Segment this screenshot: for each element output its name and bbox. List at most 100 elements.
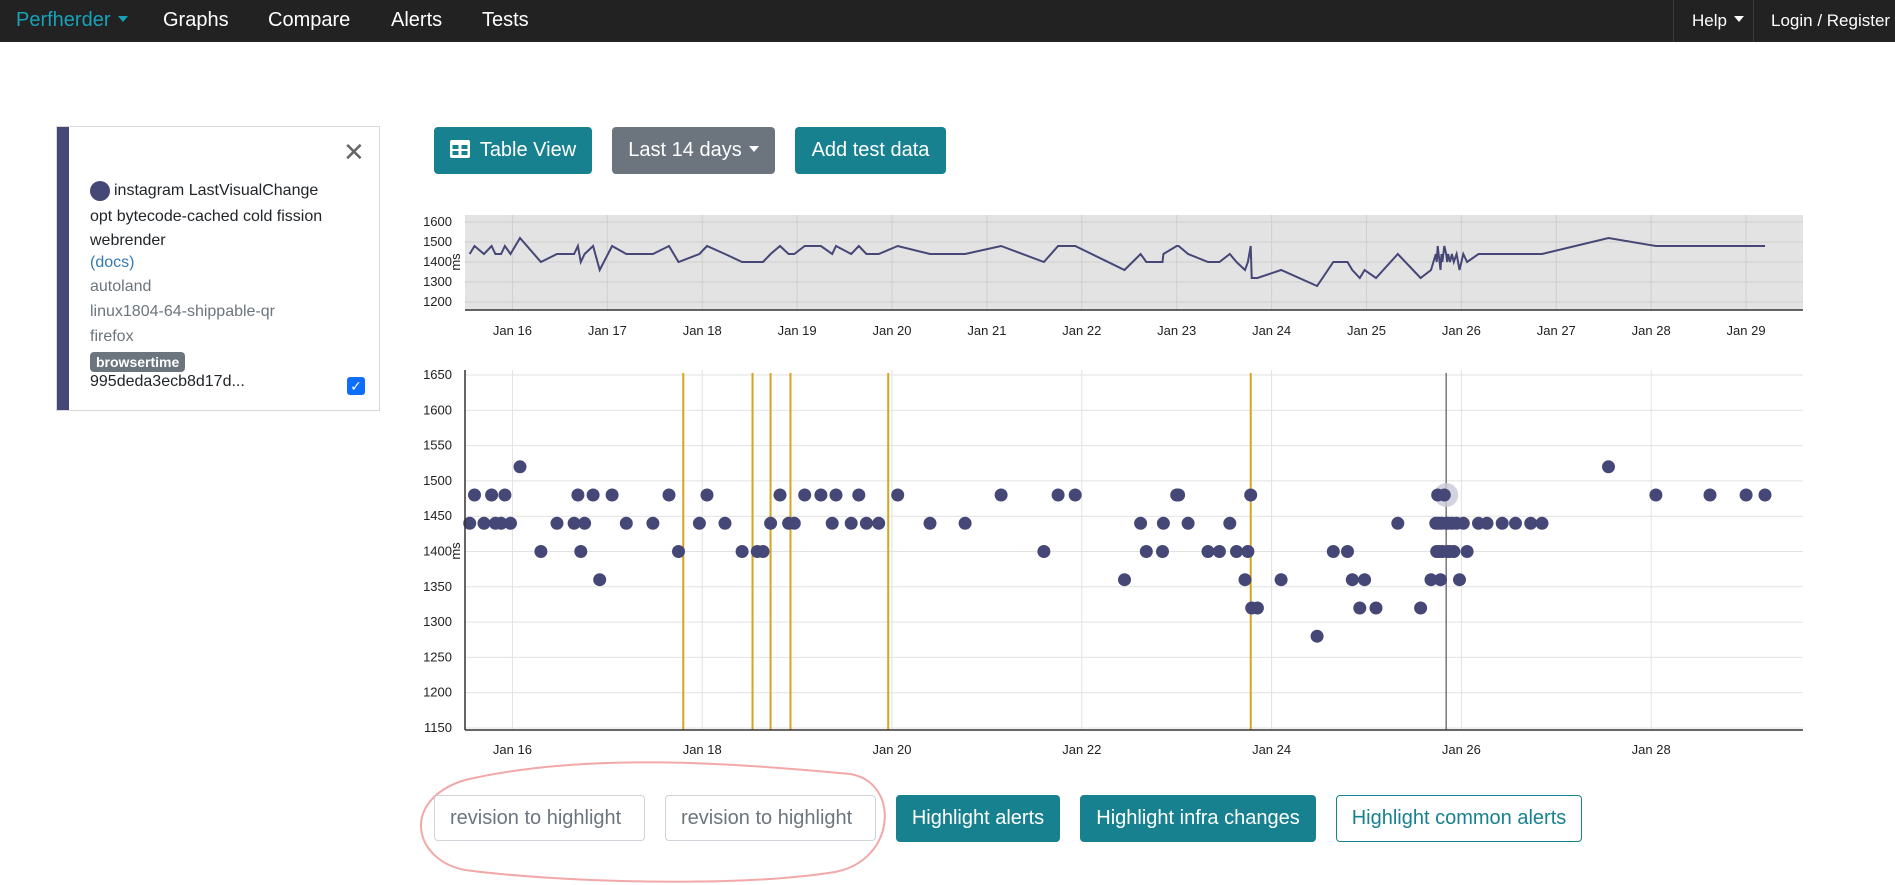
login-register-link[interactable]: Login / Register: [1771, 11, 1891, 30]
data-point[interactable]: [1172, 488, 1186, 502]
data-point[interactable]: [735, 545, 749, 558]
data-point[interactable]: [513, 460, 527, 474]
data-point[interactable]: [1535, 516, 1549, 530]
data-point[interactable]: [1456, 516, 1470, 530]
data-point[interactable]: [586, 488, 600, 502]
data-point[interactable]: [578, 516, 592, 530]
data-point[interactable]: [477, 516, 491, 530]
data-point[interactable]: [844, 516, 858, 530]
data-point[interactable]: [1326, 545, 1340, 558]
data-point[interactable]: [1345, 573, 1359, 587]
data-point[interactable]: [1139, 545, 1153, 558]
data-point[interactable]: [1250, 601, 1264, 615]
data-point[interactable]: [504, 516, 517, 530]
data-point[interactable]: [814, 488, 828, 502]
nav-link-graphs[interactable]: Graphs: [163, 9, 229, 31]
data-point[interactable]: [923, 516, 937, 530]
data-point[interactable]: [994, 488, 1008, 502]
data-point[interactable]: [593, 573, 607, 587]
data-point[interactable]: [756, 545, 770, 558]
data-point[interactable]: [1649, 488, 1663, 502]
main-scatter-chart[interactable]: 1650 1600 1550 1500 1450 1400 1350 1300 1250 1200…: [415, 365, 1825, 765]
data-point[interactable]: [662, 488, 676, 502]
data-point[interactable]: [1424, 573, 1438, 587]
data-point[interactable]: [1391, 516, 1405, 530]
data-point[interactable]: [1414, 601, 1428, 615]
series-test-name[interactable]: instagram LastVisualChange: [114, 182, 319, 199]
data-point[interactable]: [1434, 573, 1447, 587]
series-visible-checkbox[interactable]: ✓: [347, 377, 365, 395]
close-icon[interactable]: ✕: [343, 137, 365, 167]
data-point[interactable]: [567, 516, 581, 530]
data-point[interactable]: [574, 545, 588, 558]
data-point[interactable]: [605, 488, 619, 502]
data-point[interactable]: [1758, 488, 1772, 502]
data-point[interactable]: [1480, 516, 1494, 530]
series-revision[interactable]: 995deda3ecb8d17d...: [90, 373, 245, 390]
data-point[interactable]: [852, 488, 866, 502]
data-point[interactable]: [1310, 629, 1324, 643]
series-color-dot[interactable]: [90, 181, 110, 201]
data-point[interactable]: [468, 488, 481, 502]
data-point[interactable]: [1509, 516, 1522, 530]
data-point[interactable]: [1274, 573, 1288, 587]
data-point[interactable]: [1156, 516, 1170, 530]
data-point[interactable]: [692, 516, 706, 530]
data-point[interactable]: [718, 516, 732, 530]
data-point[interactable]: [872, 516, 886, 530]
data-point[interactable]: [825, 516, 839, 530]
data-point[interactable]: [787, 516, 801, 530]
data-point[interactable]: [550, 516, 564, 530]
data-point[interactable]: [1230, 545, 1243, 558]
data-point[interactable]: [1156, 545, 1169, 558]
nav-link-tests[interactable]: Tests: [482, 9, 529, 31]
brand-menu[interactable]: Perfherder: [16, 0, 128, 42]
data-point[interactable]: [1223, 516, 1237, 530]
data-point[interactable]: [498, 488, 512, 502]
data-point[interactable]: [1037, 545, 1051, 558]
data-point[interactable]: [1353, 601, 1367, 615]
data-point[interactable]: [829, 488, 843, 502]
data-point[interactable]: [1181, 516, 1195, 530]
data-point[interactable]: [463, 516, 477, 530]
add-test-data-button[interactable]: Add test data: [795, 127, 946, 174]
data-point[interactable]: [1212, 545, 1226, 558]
data-point[interactable]: [571, 488, 585, 502]
data-point[interactable]: [1358, 573, 1372, 587]
highlight-infra-changes-button[interactable]: Highlight infra changes: [1080, 795, 1316, 842]
data-point[interactable]: [534, 545, 548, 558]
highlight-alerts-button[interactable]: Highlight alerts: [896, 795, 1060, 842]
nav-link-compare[interactable]: Compare: [268, 9, 351, 31]
data-point[interactable]: [700, 488, 714, 502]
data-point[interactable]: [1369, 601, 1383, 615]
data-point[interactable]: [1447, 545, 1461, 558]
data-point[interactable]: [1238, 573, 1252, 587]
data-point[interactable]: [1341, 545, 1354, 558]
revision-highlight-input-2[interactable]: [665, 795, 876, 841]
data-point[interactable]: [891, 488, 905, 502]
data-point[interactable]: [619, 516, 633, 530]
help-menu[interactable]: Help: [1692, 0, 1744, 42]
docs-link[interactable]: (docs): [90, 254, 135, 271]
revision-highlight-input-1[interactable]: [434, 795, 645, 841]
data-point[interactable]: [798, 488, 812, 502]
nav-link-alerts[interactable]: Alerts: [391, 9, 443, 31]
timerange-dropdown[interactable]: Last 14 days: [612, 127, 775, 174]
data-point[interactable]: [672, 545, 685, 558]
data-point[interactable]: [485, 488, 499, 502]
data-point[interactable]: [958, 516, 972, 530]
data-point[interactable]: [1134, 516, 1148, 530]
data-point[interactable]: [1602, 460, 1615, 474]
data-point[interactable]: [1495, 516, 1509, 530]
data-point[interactable]: [1437, 488, 1451, 502]
data-point[interactable]: [1241, 545, 1255, 558]
data-point[interactable]: [1460, 545, 1474, 558]
data-point[interactable]: [859, 516, 873, 530]
data-point[interactable]: [1524, 516, 1538, 530]
data-point[interactable]: [1068, 488, 1082, 502]
data-point[interactable]: [1703, 488, 1717, 502]
data-point[interactable]: [1051, 488, 1065, 502]
data-points[interactable]: [463, 460, 1772, 643]
data-point[interactable]: [1453, 573, 1466, 587]
